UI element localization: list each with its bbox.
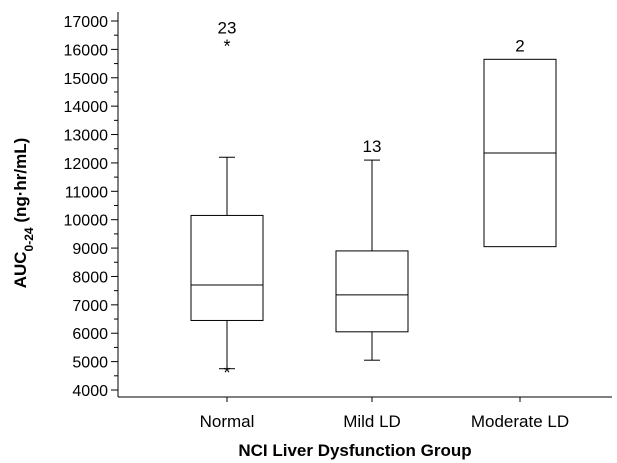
y-axis-title-subscript: 0-24 bbox=[22, 227, 36, 251]
box-group-mild-ld: 13 bbox=[335, 137, 409, 361]
y-tick-label: 12000 bbox=[64, 156, 109, 173]
y-tick-label: 11000 bbox=[65, 184, 108, 201]
outlier-point: * bbox=[223, 363, 230, 383]
y-tick-label: 4000 bbox=[72, 383, 108, 400]
box-annotation: 13 bbox=[363, 137, 382, 156]
y-tick-label: 13000 bbox=[64, 128, 109, 145]
box-annotation: 2 bbox=[515, 36, 524, 55]
y-tick-label: 10000 bbox=[64, 213, 109, 230]
box-group-normal: **23 bbox=[190, 19, 264, 383]
x-axis-title: NCI Liver Dysfunction Group bbox=[238, 441, 471, 460]
axes: 4000 5000 6000 7000 8000 9000 10000 11000 12000 1… bbox=[64, 12, 612, 431]
y-tick-label: 6000 bbox=[72, 326, 108, 343]
y-tick-label: 16000 bbox=[64, 42, 109, 59]
box-annotation: 23 bbox=[218, 19, 237, 38]
x-tick-label: Normal bbox=[200, 412, 255, 431]
box-group-moderate-ld: 2 bbox=[483, 36, 557, 248]
y-tick-label: 5000 bbox=[72, 355, 108, 372]
y-tick-label: 14000 bbox=[64, 99, 109, 116]
box-iqr bbox=[335, 250, 409, 333]
y-tick-label: 7000 bbox=[72, 298, 108, 315]
box-iqr bbox=[190, 214, 264, 321]
outlier-point: * bbox=[223, 37, 230, 57]
y-tick-label: 15000 bbox=[64, 71, 109, 88]
y-axis-title-rest: (ng·hr/mL) bbox=[11, 138, 30, 228]
y-tick-label: 8000 bbox=[72, 269, 108, 286]
y-tick-label: 17000 bbox=[64, 14, 109, 31]
x-tick-label: Moderate LD bbox=[471, 412, 569, 431]
x-tick-label: Mild LD bbox=[343, 412, 401, 431]
y-axis-title: AUC0-24 (ng·hr/mL) bbox=[11, 138, 36, 289]
y-axis-title-main: AUC bbox=[11, 251, 30, 288]
y-tick-label: 9000 bbox=[72, 241, 108, 258]
